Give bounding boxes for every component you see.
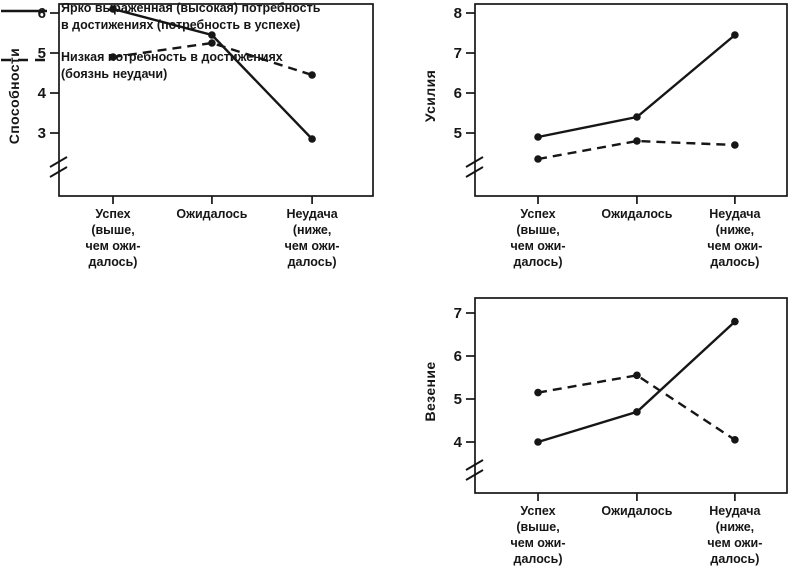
axis-break-icon [465,156,484,168]
x-category-label-line: Неудача [286,207,338,221]
data-point [731,317,739,326]
x-category-label-line: далось) [514,552,563,566]
solid-line-sample-icon [1,9,47,13]
x-category-label-line: чем ожи- [511,239,566,253]
x-category-label-line: далось) [288,255,337,269]
data-point [633,137,641,145]
data-point [109,5,117,13]
data-point [208,39,216,47]
y-tick-label: 4 [38,85,47,102]
x-category-label-line: Ожидалось [601,207,672,221]
legend-label-low-need: Низкая потребность в достижениях (боязнь… [61,49,283,82]
y-axis-title: Усилия [422,70,438,122]
x-category-label-line: далось) [710,255,759,269]
x-category-label-line: Неудача [709,504,761,518]
series-line-dashed [537,374,736,441]
x-category-label-line: далось) [514,255,563,269]
data-point [109,53,117,61]
x-category-label-line: чем ожи- [511,536,566,550]
chart-luck: 7 6 5 4 Везение Успех (выше, чем ожи-далось) Ожи… [422,297,788,566]
data-point [534,133,542,141]
x-category-label-line: Успех [95,207,130,221]
x-category-label-line: (выше, [91,223,134,237]
y-tick-label: 5 [454,125,462,142]
data-point [731,141,739,149]
data-point [308,135,316,143]
legend-item-high-need: Ярко выраженная (высокая) потребность в … [0,0,382,33]
y-axis-title: Способности [6,48,22,144]
legend-label-line: Низкая потребность в достижениях [61,50,283,64]
legend-label-line: Ярко выраженная (высокая) потребность [61,1,321,15]
data-point [534,155,542,163]
x-category-label-line: (ниже, [716,223,755,237]
x-category-label-line: Ожидалось [176,207,247,221]
x-category-label-line: чем ожи- [86,239,141,253]
y-tick-label: 6 [454,348,462,365]
x-category-label: Неудача (ниже, чем ожи-далось) [707,207,762,269]
x-category-label-line: далось) [710,552,759,566]
axis-break-icon [49,166,68,178]
x-category-label: Успех (выше, чем ожи-далось) [511,207,566,269]
data-point [208,31,216,39]
y-tick-label: 7 [454,45,462,62]
y-tick-label: 4 [454,434,463,451]
y-tick-label: 3 [38,125,46,142]
data-point [633,371,641,380]
y-tick-label: 6 [38,5,46,22]
x-category-label: Успех (выше, чем ожи-далось) [86,207,141,269]
axis-break-icon [465,166,484,178]
chart-abilities: 6 5 4 3 Способности Успех (выше, чем ожи-далось… [6,3,374,269]
chart-efforts: 8 7 6 5 Усилия Успех (выше, чем ожи-далось) Ожид… [422,3,788,269]
x-category-label-line: Успех [520,504,555,518]
x-category-label: Неудача (ниже, чем ожи-далось) [285,207,340,269]
x-category-label-line: Ожидалось [601,504,672,518]
y-tick-label: 6 [454,85,462,102]
data-point [633,408,641,416]
axis-break-icon [465,469,484,481]
x-category-label-line: чем ожи- [707,239,762,253]
x-category-label: Неудача (ниже, чем ожи-далось) [707,504,762,566]
plot-box [58,3,374,197]
legend: Ярко выраженная (высокая) потребность в … [0,0,382,98]
series-line-dashed [537,139,735,161]
x-category-label-line: Неудача [709,207,761,221]
x-category-label-line: (выше, [516,520,559,534]
y-tick-label: 8 [454,5,462,22]
x-category-label-line: (ниже, [716,520,755,534]
dashed-line-sample-icon [1,58,47,62]
plot-box [474,3,788,197]
legend-label-line: в достижениях (потребность в успехе) [61,17,301,32]
y-tick-label: 7 [454,305,462,322]
data-point [534,388,542,397]
x-category-label-line: чем ожи- [285,239,340,253]
legend-label-high-need: Ярко выраженная (высокая) потребность в … [61,0,320,33]
series-line-solid [537,34,736,139]
legend-item-low-need: Низкая потребность в достижениях (боязнь… [0,49,382,82]
data-point [633,113,641,121]
x-category-label: Успех (выше, чем ожи-далось) [511,504,566,566]
x-category-label-line: Успех [520,207,555,221]
x-category-label-line: далось) [89,255,138,269]
x-category-label-line: чем ожи- [707,536,762,550]
x-category-label-line: (ниже, [293,223,332,237]
series-line-solid [537,320,736,444]
x-category-label: Ожидалось [601,504,672,518]
y-axis-title: Везение [422,361,438,421]
x-category-label: Ожидалось [601,207,672,221]
x-category-label: Ожидалось [176,207,247,221]
data-point [534,438,542,446]
plot-box [474,297,788,494]
y-tick-label: 5 [454,391,462,408]
y-tick-label: 5 [38,45,46,62]
data-point [308,71,316,79]
legend-label-line: (боязнь неудачи) [61,66,168,81]
axis-break-icon [465,459,484,471]
data-point [731,31,739,39]
series-line-dashed [112,41,313,77]
axis-break-icon [49,156,68,168]
x-category-label-line: (выше, [516,223,559,237]
data-point [731,436,739,444]
